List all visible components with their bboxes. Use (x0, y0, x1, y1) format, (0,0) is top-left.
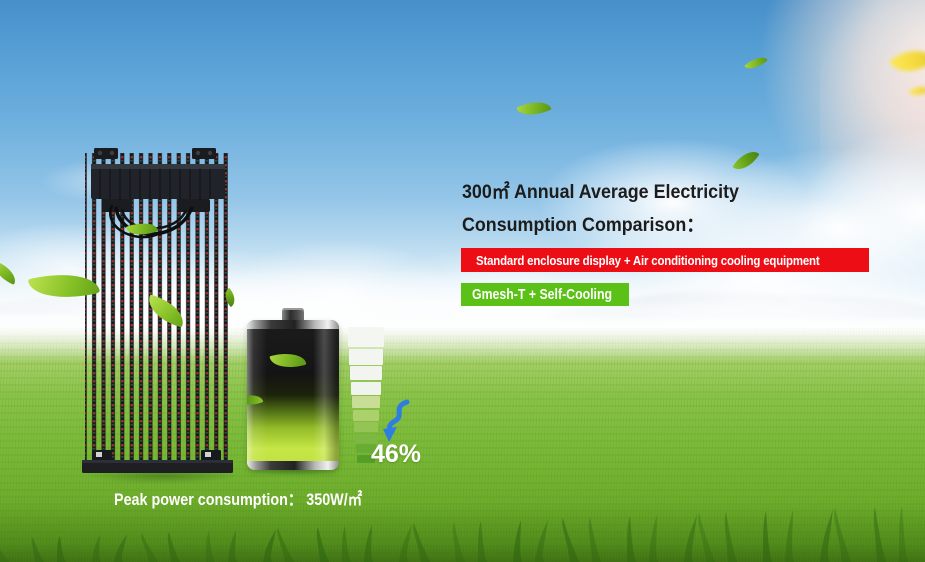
headline: 300㎡ Annual Average Electricity Consumpt… (462, 176, 757, 242)
peak-power-text: Peak power consumption： 350W/㎡ (114, 491, 363, 509)
led-mesh-display (82, 148, 233, 473)
battery-illustration (247, 308, 339, 470)
funnel-segment (354, 422, 378, 432)
battery-body (247, 320, 339, 470)
leaf-icon (247, 390, 264, 410)
funnel-segment (353, 409, 379, 421)
gmesh-label: Gmesh-T + Self-Cooling (472, 286, 613, 303)
gmesh-banner: Gmesh-T + Self-Cooling (461, 283, 629, 306)
funnel-segment (348, 327, 384, 347)
funnel-segment (351, 381, 381, 395)
battery-rim (247, 320, 339, 329)
funnel-segment (356, 444, 376, 453)
savings-percentage: 46% (371, 440, 422, 468)
leaf-icon (269, 348, 307, 373)
panel-base-bar (82, 460, 233, 473)
funnel-segment (350, 366, 382, 380)
battery-rim (247, 461, 339, 470)
consumption-funnel-chart (348, 327, 384, 463)
funnel-segment (357, 454, 375, 463)
funnel-segment (352, 396, 380, 408)
funnel-segment (349, 348, 383, 365)
standard-display-label: Standard enclosure display + Air conditi… (476, 252, 820, 268)
headline-line1: 300㎡ Annual Average Electricity (462, 182, 739, 203)
power-module (178, 199, 210, 212)
control-box (91, 164, 225, 199)
funnel-segment (355, 433, 377, 443)
headline-line2: Consumption Comparison： (462, 215, 705, 236)
hanging-bracket (94, 148, 118, 159)
down-arrow-icon (383, 399, 410, 442)
standard-display-banner: Standard enclosure display + Air conditi… (461, 248, 869, 272)
battery-terminal (282, 308, 304, 322)
hanging-bracket (192, 148, 216, 159)
